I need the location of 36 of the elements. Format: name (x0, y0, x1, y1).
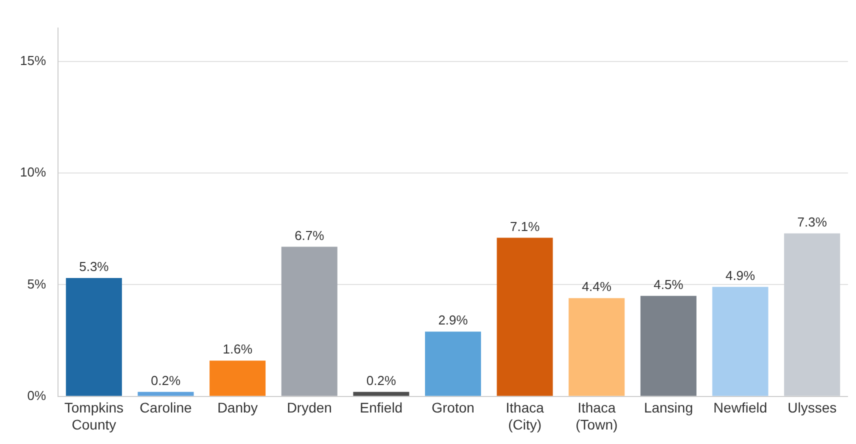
x-tick-label: Ithaca (Town) (576, 400, 618, 432)
data-label: 4.9% (725, 268, 756, 284)
bar (281, 246, 338, 396)
bar (138, 392, 194, 396)
data-label: 6.7% (294, 228, 325, 243)
bar (210, 360, 266, 396)
data-label: 2.9% (438, 312, 468, 328)
bar (66, 278, 122, 396)
data-label: 7.1% (510, 218, 540, 234)
y-tick-label: 5% (27, 276, 46, 292)
y-tick-label: 15% (20, 52, 46, 68)
data-label: 0.2% (150, 373, 181, 388)
x-tick-label: Lansing (644, 400, 693, 416)
x-tick-label: Tompkins County (64, 400, 124, 432)
y-tick-label: 0% (27, 388, 46, 403)
x-tick-label: Danby (217, 400, 258, 416)
data-label: 0.2% (366, 373, 396, 388)
data-label: 5.3% (79, 259, 110, 274)
x-tick-label: Ulysses (788, 400, 837, 416)
bar (496, 238, 553, 396)
x-tick-label: Dryden (286, 400, 332, 416)
data-label: 7.3% (797, 214, 828, 230)
bar (568, 298, 625, 396)
data-label: 4.4% (582, 279, 612, 294)
x-tick-label: Caroline (140, 400, 192, 416)
x-tick-label: Ithaca (City) (506, 400, 544, 432)
y-tick-label: 10% (20, 164, 46, 180)
x-tick-label: Newfield (713, 400, 768, 416)
bar (425, 332, 482, 396)
x-tick-label: Groton (432, 400, 474, 416)
data-label: 4.5% (654, 276, 684, 292)
x-tick-label: Enfield (360, 400, 403, 416)
bar (353, 392, 410, 396)
data-label: 1.6% (222, 342, 253, 357)
bar (712, 286, 768, 396)
bar (640, 296, 696, 396)
